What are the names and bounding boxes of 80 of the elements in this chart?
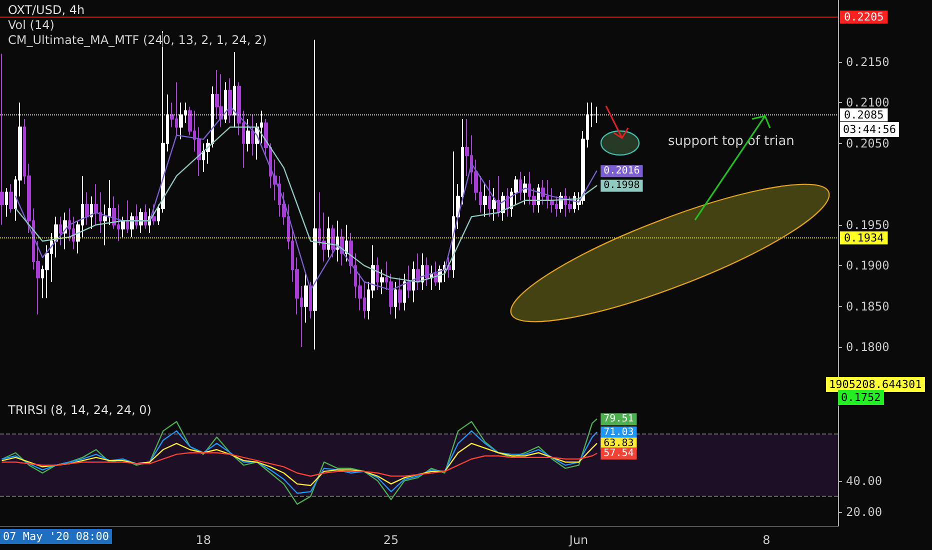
candlestick	[126, 200, 129, 234]
data-label: 71.03	[604, 426, 634, 438]
line-series	[15, 106, 598, 291]
data-label: 57.54	[604, 448, 634, 459]
candlestick	[0, 53, 4, 226]
candlestick	[251, 114, 254, 156]
candlestick	[59, 216, 62, 246]
candlestick	[488, 180, 491, 218]
text: 07 May '20 08:00	[0, 529, 112, 544]
candlestick	[497, 175, 500, 218]
chart-title: TRIRSI (8, 14, 24, 24, 0)	[8, 403, 152, 417]
x-tick-label: 8	[762, 533, 770, 547]
candlestick	[376, 256, 379, 291]
candlestick	[425, 256, 429, 286]
candlestick	[90, 196, 93, 230]
line-series	[15, 126, 598, 282]
data-label: 0.1998	[604, 180, 640, 192]
candlestick	[492, 188, 496, 222]
x-tick-label: Jun	[568, 533, 588, 547]
y-tick-label: 0.2150	[846, 54, 890, 69]
candlestick	[139, 208, 143, 234]
candlestick	[144, 204, 147, 230]
candlestick	[331, 224, 335, 258]
candlestick	[412, 261, 415, 303]
line-series	[2, 452, 598, 477]
data-label: 63.83	[604, 438, 634, 450]
candlestick	[537, 184, 540, 214]
candlestick	[5, 188, 8, 218]
annotation: 1905208.644301	[826, 377, 925, 392]
candlestick	[541, 180, 545, 205]
candlestick	[63, 212, 67, 250]
text: 03:44:56	[840, 122, 899, 137]
candlestick	[345, 224, 348, 262]
candlestick	[9, 184, 13, 214]
y-tick-label: 0.1950	[846, 218, 890, 232]
candlestick	[152, 204, 156, 226]
candlestick	[447, 256, 451, 278]
chart-title: OXT/USD, 4h	[8, 3, 85, 17]
y-tick-label: 20.00	[846, 504, 882, 519]
candlestick	[121, 216, 125, 238]
candlestick	[108, 180, 111, 226]
candlestick	[85, 192, 89, 226]
ref-line-label: 0.1934	[844, 231, 884, 244]
line-series	[2, 442, 598, 486]
y-tick-label: 0.2050	[846, 136, 890, 150]
candlestick	[519, 171, 522, 201]
annotation: Vol (14)	[8, 18, 54, 32]
line-series	[2, 418, 598, 505]
candlestick	[421, 252, 424, 291]
candlestick	[327, 216, 330, 258]
text: 0.1752	[838, 390, 884, 405]
y-tick-label: 0.1800	[846, 340, 890, 354]
data-label: 0.2016	[604, 166, 640, 177]
candlestick	[407, 265, 411, 299]
candlestick	[550, 188, 554, 214]
candlestick	[219, 74, 223, 128]
data-label: 79.51	[604, 414, 634, 425]
line-series	[2, 430, 598, 494]
candlestick	[380, 269, 384, 295]
candlestick	[394, 281, 397, 320]
y-tick-label: 40.00	[846, 474, 882, 488]
x-tick-label: 18	[196, 533, 211, 547]
candlestick	[304, 273, 308, 324]
candlestick	[398, 277, 402, 311]
candlestick	[130, 212, 134, 238]
candlestick	[309, 281, 312, 320]
candlestick	[246, 118, 250, 152]
y-tick-label: 0.1900	[846, 258, 890, 273]
candlestick	[523, 175, 527, 205]
candlestick	[228, 78, 232, 124]
y-tick-label: 0.2100	[846, 96, 890, 110]
candlestick	[434, 261, 438, 286]
x-tick-label: 25	[383, 533, 399, 547]
candlestick	[483, 184, 487, 218]
candlestick	[403, 273, 406, 311]
candlestick	[103, 204, 107, 246]
ref-line-label: 0.2085	[844, 108, 884, 122]
ref-line-label: 0.2205	[844, 10, 884, 24]
y-tick-label: 0.1850	[846, 299, 890, 314]
candlestick	[135, 204, 138, 230]
